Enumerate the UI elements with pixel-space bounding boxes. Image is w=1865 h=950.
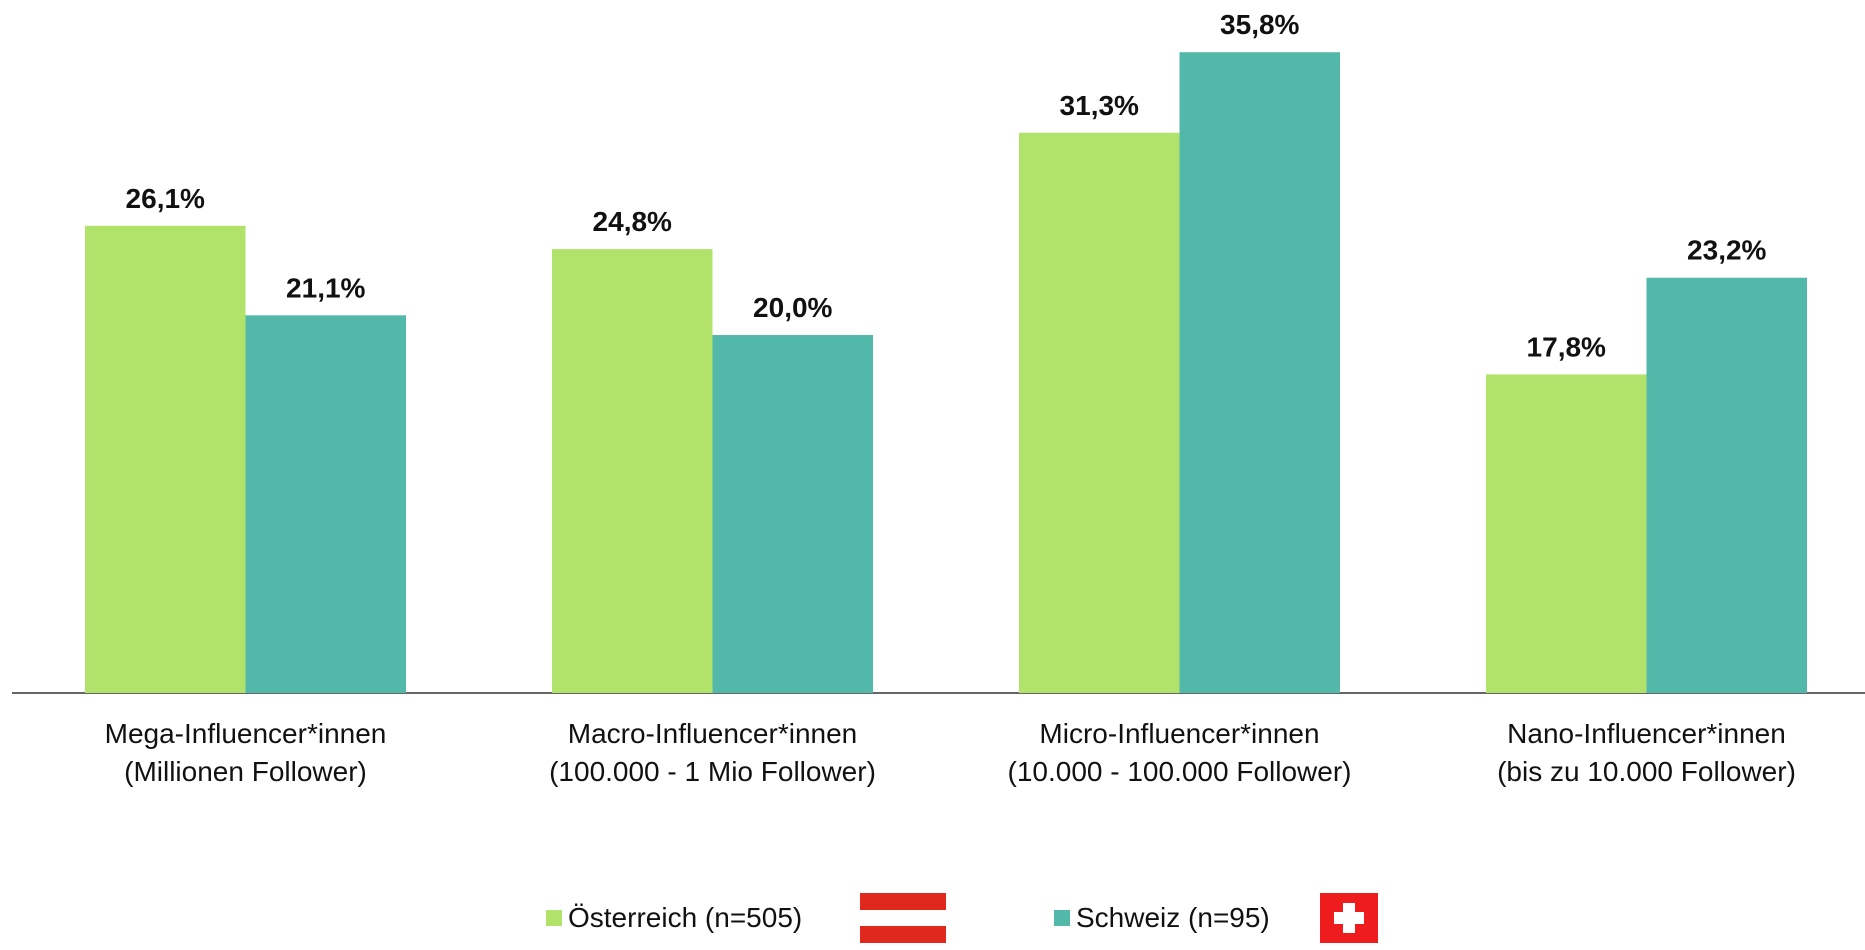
value-label: 17,8%	[1527, 331, 1606, 362]
value-label: 26,1%	[126, 183, 205, 214]
flag-switzerland	[1320, 893, 1378, 943]
bar	[1019, 132, 1180, 693]
bar	[552, 249, 713, 693]
x-tick-label: Nano-Influencer*innen (bis zu 10.000 Fol…	[1497, 718, 1796, 787]
x-tick-label: Micro-Influencer*innen (10.000 - 100.000…	[1007, 718, 1352, 787]
value-label: 21,1%	[286, 272, 365, 303]
flag-austria	[860, 893, 946, 943]
value-label: 24,8%	[593, 206, 672, 237]
value-label: 23,2%	[1687, 235, 1766, 266]
x-tick-label: Mega-Influencer*innen (Millionen Followe…	[104, 718, 387, 787]
bar	[85, 225, 246, 693]
value-label: 31,3%	[1060, 90, 1139, 121]
value-label: 20,0%	[753, 292, 832, 323]
bar	[1646, 277, 1807, 693]
legend-swatch	[546, 910, 562, 926]
bar	[245, 315, 406, 693]
bar	[1179, 52, 1340, 694]
value-label: 35,8%	[1220, 9, 1299, 40]
legend-label: Schweiz (n=95)	[1076, 902, 1270, 933]
x-tick-label: Macro-Influencer*innen (100.000 - 1 Mio …	[549, 718, 876, 787]
legend-label: Österreich (n=505)	[568, 902, 803, 933]
bar	[1486, 374, 1647, 693]
legend-swatch	[1054, 910, 1070, 926]
bar	[712, 335, 873, 693]
